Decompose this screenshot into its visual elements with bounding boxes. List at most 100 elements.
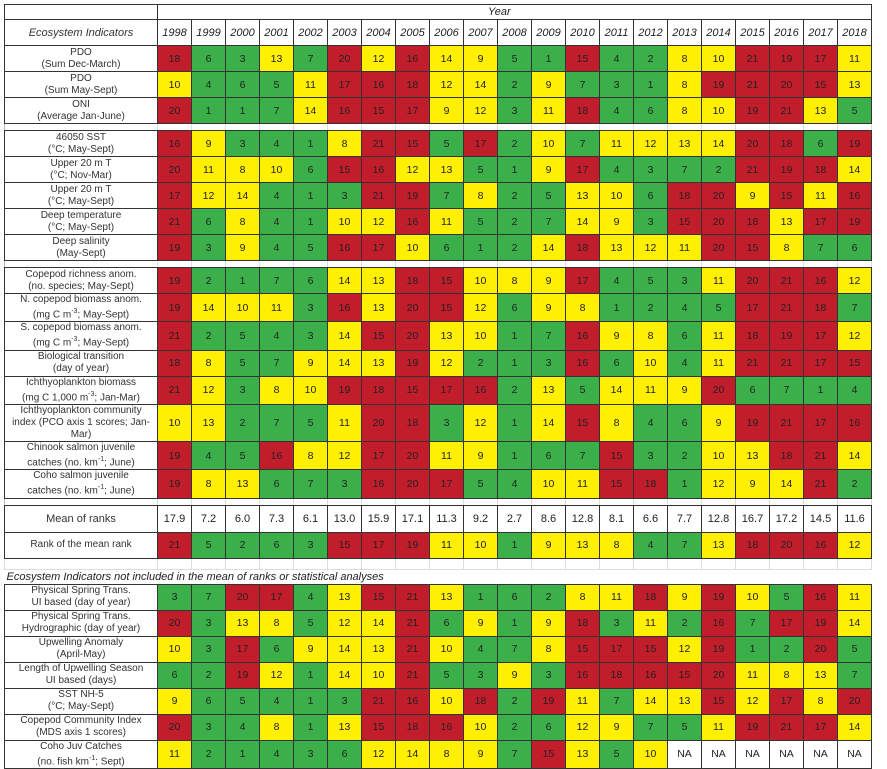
rank-cell-1999: 13 [191, 403, 226, 442]
rank-cell-1998: 20 [157, 713, 192, 741]
rank-cell: 21 [157, 531, 192, 559]
row-label: Mean of ranks [4, 504, 158, 533]
rank-cell-1998: 11 [157, 739, 192, 769]
rank-cell-1999: 6 [191, 687, 226, 715]
rank-cell-1998: 21 [157, 321, 192, 351]
rank-cell: 2 [225, 531, 260, 559]
rank-cell-2000: 2 [225, 403, 260, 442]
rank-cell-1998: 16 [157, 130, 192, 157]
rank-cell-2007: 2 [463, 349, 498, 377]
rank-cell-2005: 21 [395, 609, 430, 637]
x-axis-title: Year [157, 4, 872, 20]
indicator-name: Chinook salmon juvenile [26, 441, 136, 453]
rank-cell-2000: 20 [225, 583, 260, 611]
rank-cell-2004: 15 [361, 321, 396, 351]
rank-cell-2015: 19 [735, 713, 770, 741]
rank-cell-2003: 8 [327, 130, 362, 157]
rank-cell-2008: 2 [497, 375, 532, 405]
row-label: Upper 20 m T (°C; Nov-Mar) [4, 156, 158, 183]
rank-cell-2016: 18 [769, 440, 804, 471]
mean-cell: 12.8 [701, 504, 736, 533]
year-header: 1998 [157, 19, 192, 46]
rank-cell-2000: 3 [225, 130, 260, 157]
rank-cell-2008: 1 [497, 403, 532, 442]
rank-cell-2012: 18 [633, 583, 668, 611]
indicator-name: Copepod Community Index [20, 715, 142, 727]
rank-cell-2017: 7 [803, 234, 838, 261]
indicator-unit: (mg C m-3; May-Sept) [32, 336, 130, 349]
rank-cell-2003: 16 [327, 234, 362, 261]
rank-cell-2001: 5 [259, 71, 294, 98]
rank-cell-2001: 4 [259, 130, 294, 157]
indicator-row: PDO (Sum Dec-March) 18 6 3 13 7 20 12 16 14 9 5 1 15 4 2… [4, 45, 872, 72]
rank-cell-2008: 1 [497, 440, 532, 471]
rank-cell-1998: 20 [157, 156, 192, 183]
rank-cell-2006: 10 [429, 635, 464, 663]
rank-cell-2007: 12 [463, 97, 498, 124]
rank-cell-2000: 3 [225, 375, 260, 405]
mean-cell: 6.0 [225, 504, 260, 533]
rank-cell-2009: 1 [531, 45, 566, 72]
mean-cell: 12.8 [565, 504, 600, 533]
indicator-unit: (Sum Dec-March) [41, 58, 121, 70]
row-label: Ichthyoplankton community index (PCO axis… [4, 403, 158, 442]
rank-cell-2011: 8 [599, 403, 634, 442]
rank-cell-2017: 11 [803, 182, 838, 209]
rank-cell-2003: 14 [327, 321, 362, 351]
rank-cell-2005: 18 [395, 71, 430, 98]
rank-cell-2014: 20 [701, 208, 736, 235]
indicator-name: Upper 20 m T [50, 183, 112, 195]
rank-cell-1999: 9 [191, 130, 226, 157]
rank-cell-2002: 6 [293, 267, 328, 294]
rank-cell-2018: 2 [837, 469, 872, 499]
rank-cell-2003: 6 [327, 739, 362, 769]
rank-cell-2005: 20 [395, 321, 430, 351]
rank-cell-2009: 2 [531, 583, 566, 611]
rank-cell-2017: 17 [803, 713, 838, 741]
indicator-row: Ichthyoplankton community index (PCO axis… [4, 403, 872, 442]
rank-cell-2002: 6 [293, 156, 328, 183]
rank-cell-2002: 5 [293, 609, 328, 637]
rank-cell-2018: 15 [837, 349, 872, 377]
rank-cell-2013: 2 [667, 609, 702, 637]
year-header: 2004 [361, 19, 396, 46]
rank-cell-2008: 3 [497, 97, 532, 124]
indicator-unit: (no. species; May-Sept) [28, 280, 134, 292]
rank-cell-1998: 10 [157, 635, 192, 663]
rank-cell-2005: 10 [395, 234, 430, 261]
rank-cell-2015: 9 [735, 469, 770, 499]
rank-cell-2006: 6 [429, 609, 464, 637]
rank-cell: 7 [667, 531, 702, 559]
rank-cell-2004: 21 [361, 130, 396, 157]
rank-cell: 19 [395, 531, 430, 559]
rank-cell-2016: 2 [769, 635, 804, 663]
row-header: Ecosystem Indicators [4, 19, 158, 46]
year-header: 2016 [769, 19, 804, 46]
rank-cell-2015: 21 [735, 71, 770, 98]
rank-cell-2018: 7 [837, 292, 872, 323]
rank-cell-2013: 15 [667, 208, 702, 235]
rank-cell-2018: 11 [837, 583, 872, 611]
rank-cell-2009: 6 [531, 440, 566, 471]
rank-cell-2012: 5 [633, 267, 668, 294]
rank-cell-1998: 3 [157, 583, 192, 611]
rank-cell-2006: 11 [429, 440, 464, 471]
rank-cell-2000: 9 [225, 234, 260, 261]
rank-cell-2017: 17 [803, 349, 838, 377]
indicator-name: Coho Juv Catches [40, 740, 122, 752]
rank-cell: 10 [463, 531, 498, 559]
rank-cell-2008: 1 [497, 609, 532, 637]
year-header: 2001 [259, 19, 294, 46]
excluded-indicator-row: SST NH-5 (°C; May-Sept) 9 6 5 4 1 3 21 16 10 18 2 19 1… [4, 687, 872, 715]
rank-cell-2016: 21 [769, 267, 804, 294]
rank-cell-2016: 19 [769, 45, 804, 72]
rank-cell-2011: 17 [599, 635, 634, 663]
rank-cell: 3 [293, 531, 328, 559]
rank-cell-2014: 11 [701, 267, 736, 294]
rank-cell-2011: 9 [599, 713, 634, 741]
row-label: Deep temperature (°C; May-Sept) [4, 208, 158, 235]
rank-cell-2017: 6 [803, 130, 838, 157]
rank-cell-2008: 2 [497, 208, 532, 235]
indicator-unit: Hydrographic (day of year) [21, 623, 141, 635]
year-header: 2000 [225, 19, 260, 46]
